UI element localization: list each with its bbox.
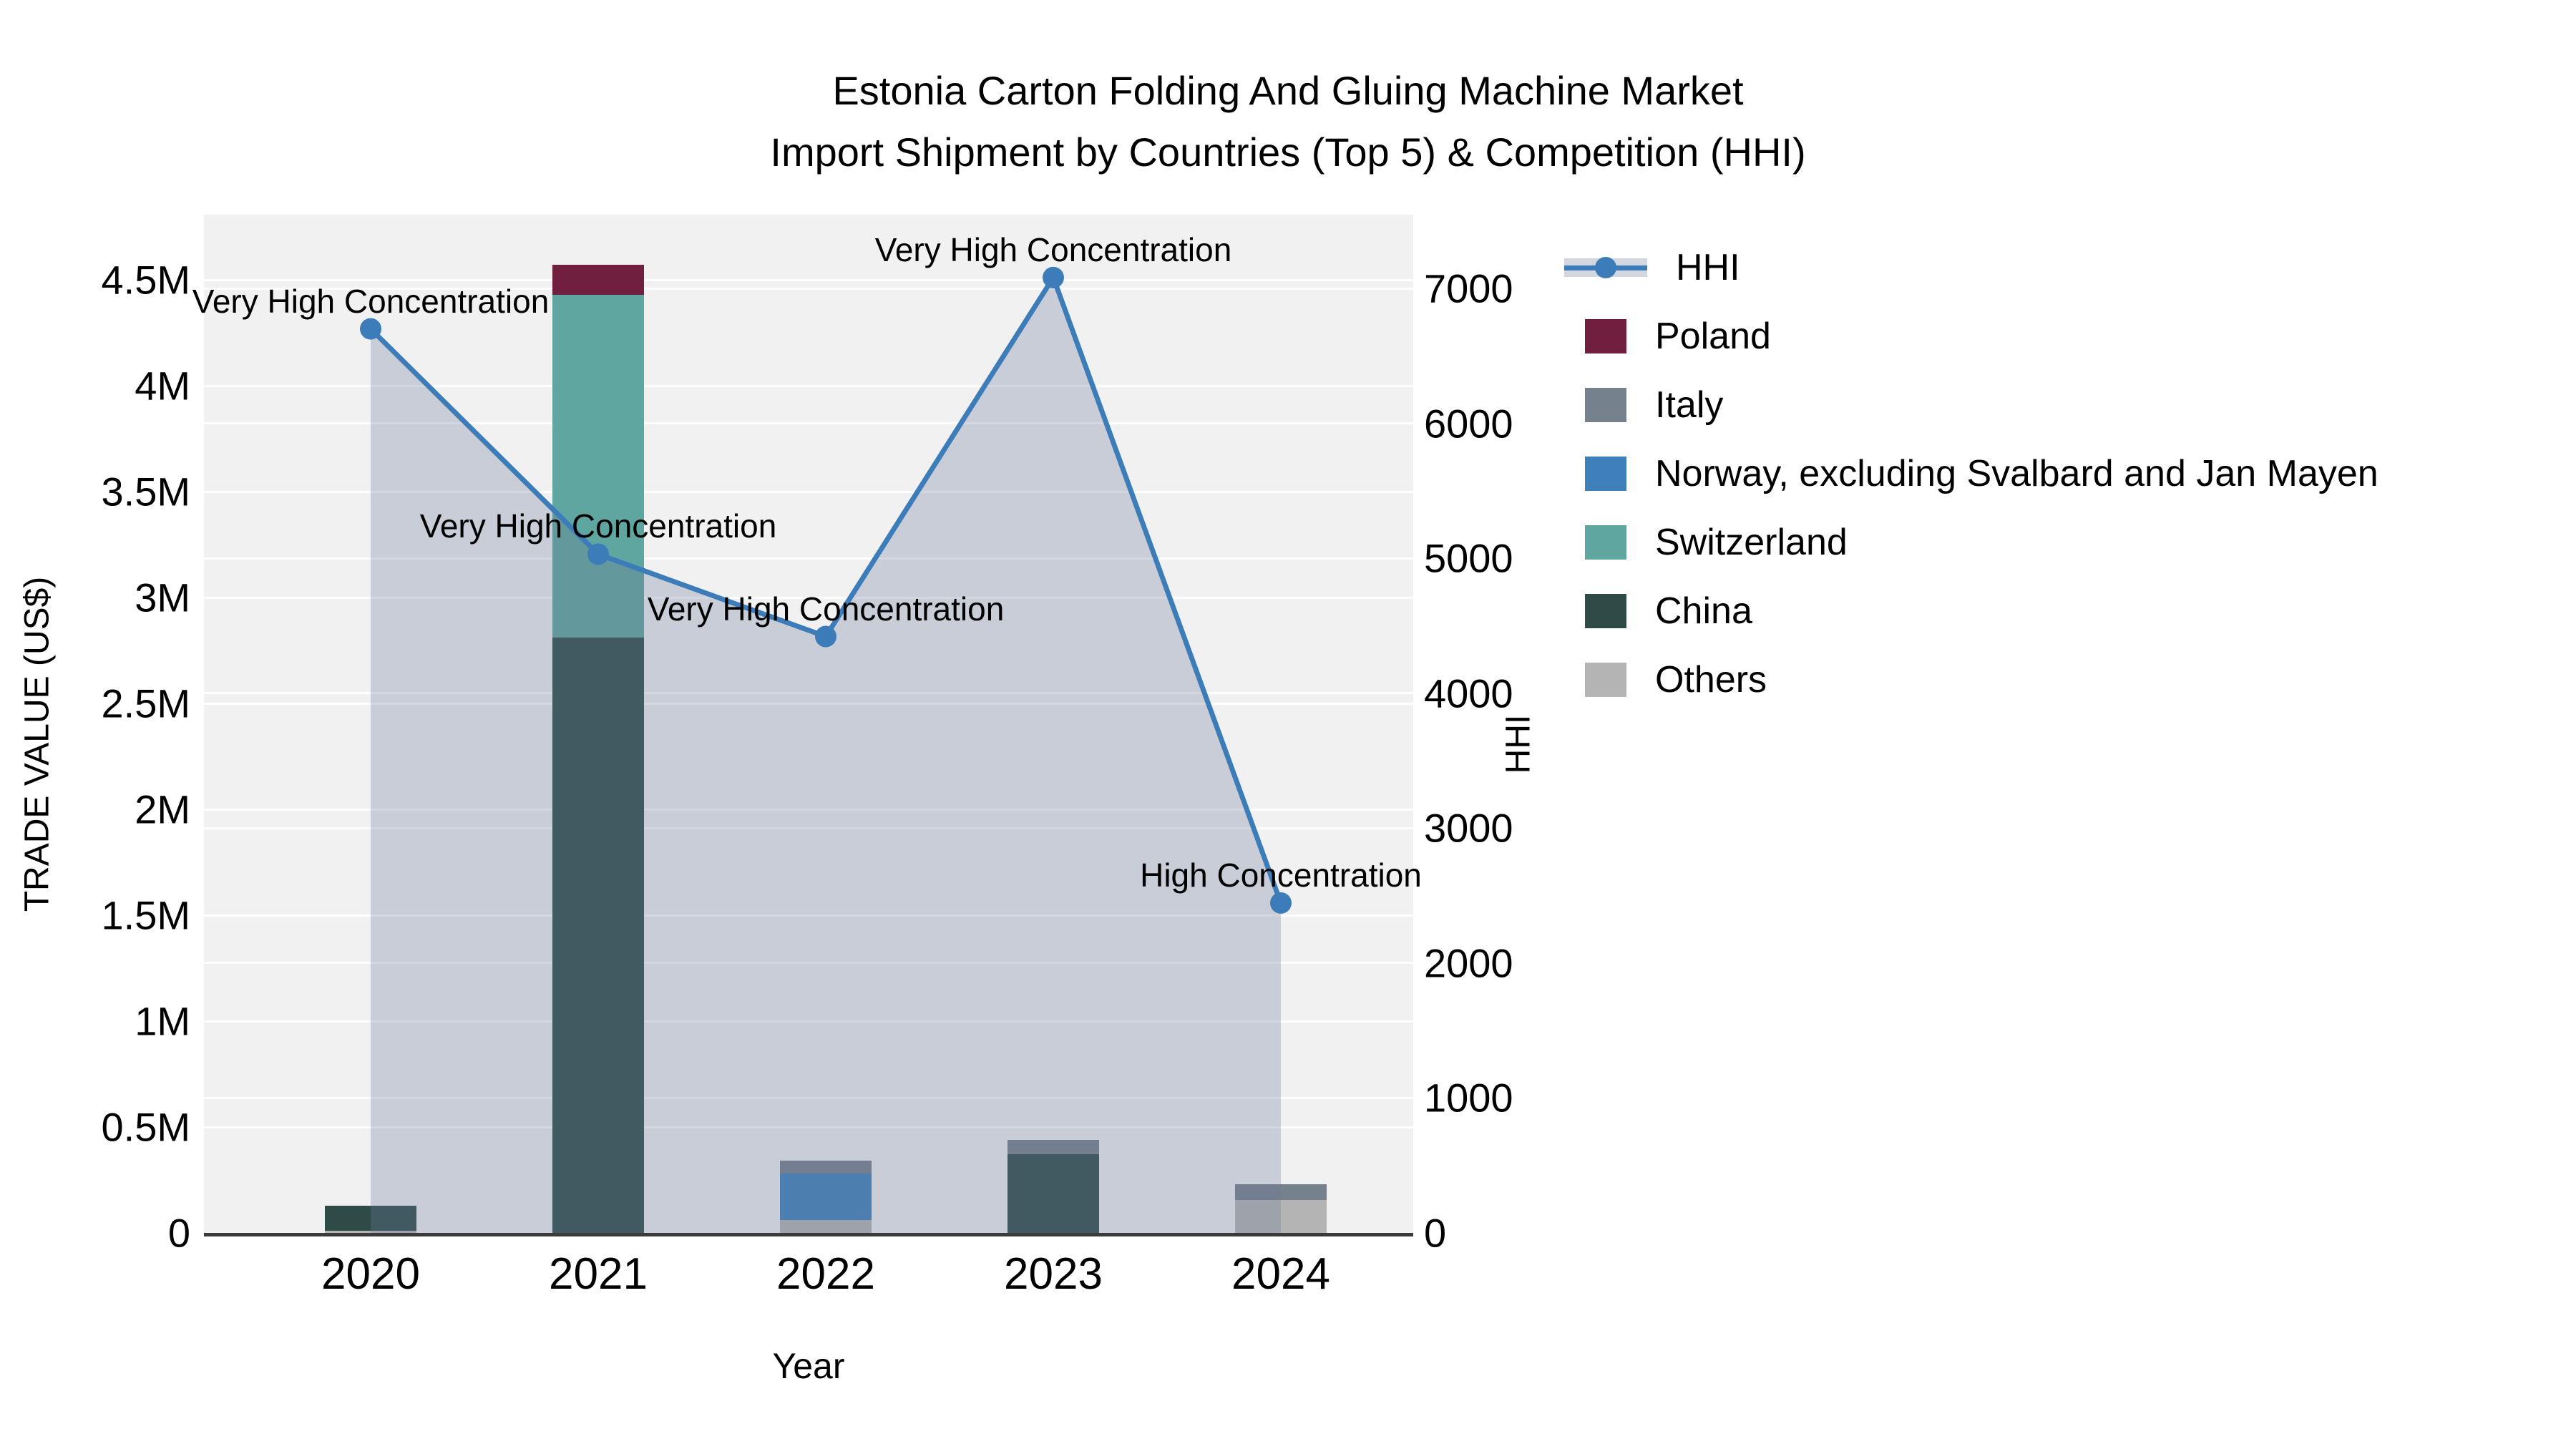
bar-segment-china-2021 [552, 638, 644, 1233]
bar-segment-switzerland-2021 [552, 294, 644, 638]
legend-swatch-icon [1585, 594, 1626, 628]
bar-segment-others-2020 [325, 1231, 416, 1233]
legend-item-switzerland[interactable]: Switzerland [1564, 508, 1848, 577]
plot-area: Very High Concentration Very High Concent… [192, 215, 1422, 1236]
y-right-axis-title: HHI [1499, 714, 1538, 774]
gridline-trade-value [204, 914, 1413, 917]
hhi-marker-dot [1595, 257, 1616, 278]
legend-item-others[interactable]: Others [1564, 645, 1767, 714]
y-right-tick-7000: 7000 [1424, 265, 1513, 311]
hhi-marker-2023 [1043, 266, 1064, 288]
y-left-tick-4M: 4M [135, 363, 190, 409]
hhi-legend-swatch-icon [1564, 250, 1647, 285]
legend-label: Norway, excluding Svalbard and Jan Mayen [1655, 453, 2379, 494]
legend-item-hhi[interactable]: HHI [1564, 233, 1740, 302]
annotation-2020: Very High Concentration [192, 282, 550, 320]
y-left-tick-0.5M: 0.5M [101, 1104, 191, 1150]
legend-label: Italy [1655, 384, 1724, 426]
gridline-hhi [204, 692, 1413, 695]
y-left-tick-2.5M: 2.5M [101, 680, 191, 726]
x-tick-2024: 2024 [1231, 1249, 1330, 1299]
chart-title: Estonia Carton Folding And Gluing Machin… [0, 60, 2576, 183]
gridline-hhi [204, 287, 1413, 290]
legend-label: HHI [1676, 247, 1740, 288]
legend-swatch-icon [1585, 319, 1626, 353]
annotation-2023: Very High Concentration [874, 230, 1232, 268]
gridline-trade-value [204, 1020, 1413, 1023]
y-left-tick-4.5M: 4.5M [101, 257, 191, 303]
x-axis-title: Year [772, 1346, 845, 1386]
y-right-tick-5000: 5000 [1424, 535, 1513, 581]
annotation-2024: High Concentration [1140, 856, 1422, 894]
x-tick-2021: 2021 [549, 1249, 648, 1299]
gridline-hhi [204, 557, 1413, 560]
hhi-marker-2024 [1270, 892, 1292, 914]
bar-segment-italy-2023 [1008, 1139, 1099, 1155]
y-right-tick-0: 0 [1424, 1210, 1447, 1256]
legend-swatch-icon [1585, 525, 1626, 560]
y-right-tick-4000: 4000 [1424, 670, 1513, 716]
y-left-tick-2M: 2M [135, 786, 190, 832]
legend-item-china[interactable]: China [1564, 577, 1752, 645]
gridline-hhi [204, 422, 1413, 425]
hhi-marker-2022 [815, 625, 836, 648]
legend-item-poland[interactable]: Poland [1564, 302, 1771, 371]
y-right-tick-6000: 6000 [1424, 401, 1513, 447]
x-tick-2022: 2022 [776, 1249, 875, 1299]
bar-segment-others-2024 [1235, 1200, 1327, 1233]
bar-segment-italy-2022 [780, 1161, 872, 1174]
bar-segment-china-2023 [1008, 1154, 1099, 1233]
bar-segment-others-2022 [780, 1220, 872, 1233]
y-right-tick-2000: 2000 [1424, 940, 1513, 986]
y-left-axis-title: TRADE VALUE (US$) [18, 576, 57, 912]
legend-item-norway[interactable]: Norway, excluding Svalbard and Jan Mayen [1564, 439, 2379, 508]
gridline-trade-value [204, 702, 1413, 705]
y-left-tick-0: 0 [167, 1210, 190, 1256]
bar-segment-china-2020 [325, 1205, 416, 1231]
bar-segment-norway-2022 [780, 1174, 872, 1221]
legend-label: China [1655, 590, 1752, 632]
gridline-trade-value [204, 808, 1413, 811]
y-right-tick-3000: 3000 [1424, 805, 1513, 851]
hhi-area-fill [371, 277, 1281, 1233]
y-left-tick-3.5M: 3.5M [101, 469, 191, 514]
legend-label: Switzerland [1655, 522, 1848, 563]
bar-segment-italy-2024 [1235, 1184, 1327, 1201]
annotation-2022: Very High Concentration [647, 590, 1005, 628]
legend-label: Poland [1655, 316, 1771, 357]
gridline-trade-value [204, 1126, 1413, 1128]
x-tick-2023: 2023 [1004, 1249, 1103, 1299]
gridline-trade-value [204, 384, 1413, 387]
chart-title-line1: Estonia Carton Folding And Gluing Machin… [832, 68, 1744, 113]
annotation-2021: Very High Concentration [419, 507, 777, 545]
y-right-tick-1000: 1000 [1424, 1075, 1513, 1121]
y-left-tick-1.5M: 1.5M [101, 892, 191, 938]
hhi-marker-2021 [587, 543, 609, 565]
legend-swatch-icon [1585, 663, 1626, 697]
gridline-hhi [204, 1096, 1413, 1099]
legend-swatch-icon [1585, 388, 1626, 422]
bar-segment-poland-2021 [552, 265, 644, 295]
legend-item-italy[interactable]: Italy [1564, 371, 1723, 439]
gridline-trade-value [204, 278, 1413, 281]
x-tick-2020: 2020 [321, 1249, 420, 1299]
legend-swatch-icon [1585, 457, 1626, 491]
chart-title-line2: Import Shipment by Countries (Top 5) & C… [770, 130, 1806, 175]
y-left-tick-3M: 3M [135, 575, 190, 620]
hhi-marker-2020 [360, 318, 381, 340]
y-left-tick-1M: 1M [135, 998, 190, 1044]
gridline-trade-value [204, 596, 1413, 599]
legend-label: Others [1655, 659, 1767, 701]
gridline-hhi [204, 826, 1413, 829]
hhi-line-chart [360, 266, 1292, 1233]
gridline-hhi [204, 962, 1413, 965]
gridline-trade-value [204, 490, 1413, 493]
